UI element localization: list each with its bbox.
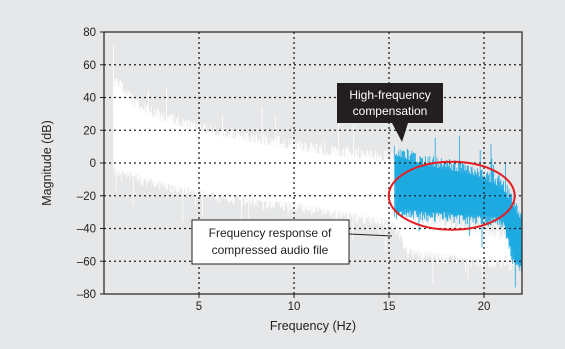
- y-tick-label: 20: [83, 125, 96, 137]
- y-tick-label: –40: [77, 224, 96, 236]
- annotation-dark-pointer: [392, 123, 408, 142]
- x-tick-label: 20: [478, 301, 491, 313]
- y-tick-label: –20: [77, 191, 96, 203]
- annotation-compressed-file: Frequency response of compressed audio fi…: [191, 219, 393, 265]
- data-layer: [113, 45, 522, 288]
- annotation-dark-box: [337, 83, 443, 123]
- annotation-light-text: compressed audio file: [212, 243, 329, 257]
- y-axis-title: Magnitude (dB): [40, 120, 54, 205]
- y-tick-label: 80: [83, 27, 96, 39]
- annotation-light-leader: [348, 233, 393, 237]
- x-tick-label: 10: [288, 301, 301, 313]
- annotation-light-text: Frequency response of: [209, 226, 332, 240]
- x-tick-label: 5: [196, 301, 202, 313]
- y-tick-label: 40: [83, 93, 96, 105]
- annotation-light-box: [191, 219, 350, 265]
- y-tick-label: 60: [83, 60, 96, 72]
- annotation-high-frequency: High-frequency compensation: [337, 83, 443, 142]
- annotation-dark-text: High-frequency: [349, 88, 430, 102]
- y-tick-label: 0: [90, 158, 96, 170]
- y-tick-label: –80: [77, 289, 96, 301]
- x-tick-label: 15: [383, 301, 396, 313]
- highlight-ellipse: [387, 160, 516, 231]
- annotation-dark-text: compensation: [353, 104, 428, 118]
- x-axis-title: Frequency (Hz): [270, 319, 356, 333]
- y-tick-label: –60: [77, 256, 96, 268]
